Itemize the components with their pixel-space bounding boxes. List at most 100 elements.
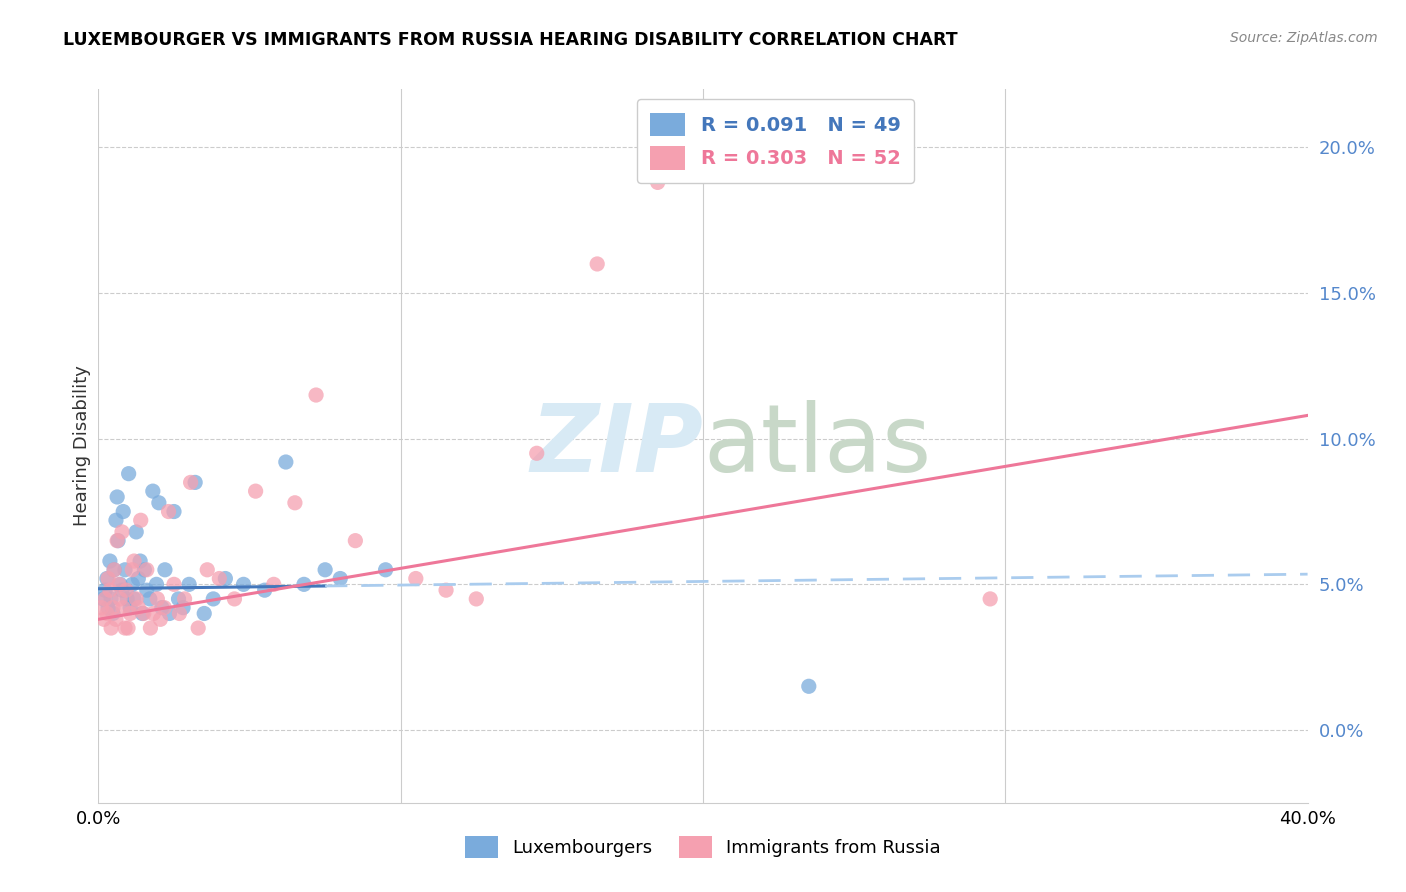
Point [114,621,136,635]
Point [108,577,131,591]
Point [115,591,138,606]
Text: LUXEMBOURGER VS IMMIGRANTS FROM RUSSIA HEARING DISABILITY CORRELATION CHART: LUXEMBOURGER VS IMMIGRANTS FROM RUSSIA H… [63,31,957,49]
Point [150,600,173,615]
Point [797,679,820,693]
Point [159,607,181,621]
Point [208,572,231,586]
Point [146,591,169,606]
Point [169,607,191,621]
Point [97,600,120,615]
Point [122,591,145,606]
Point [125,524,148,539]
Point [142,607,165,621]
Point [93,612,115,626]
Point [263,577,285,591]
Point [187,621,209,635]
Point [167,591,190,606]
Point [103,563,125,577]
Point [104,612,127,626]
Point [305,388,328,402]
Point [117,621,139,635]
Point [94,591,117,606]
Point [132,607,155,621]
Point [292,577,315,591]
Point [115,583,138,598]
Point [139,621,162,635]
Text: atlas: atlas [703,400,931,492]
Point [153,563,176,577]
Point [214,572,236,586]
Point [224,591,246,606]
Y-axis label: Hearing Disability: Hearing Disability [73,366,91,526]
Point [120,607,142,621]
Point [104,513,127,527]
Point [111,583,134,598]
Point [127,572,149,586]
Point [142,484,165,499]
Point [647,175,669,189]
Point [98,583,121,598]
Point [114,563,136,577]
Point [105,490,128,504]
Legend: Luxembourgers, Immigrants from Russia: Luxembourgers, Immigrants from Russia [458,829,948,865]
Point [131,607,153,621]
Point [344,533,367,548]
Point [163,577,186,591]
Point [148,496,170,510]
Point [129,554,152,568]
Point [329,572,352,586]
Point [149,612,172,626]
Point [284,496,307,510]
Point [96,572,118,586]
Point [135,583,157,598]
Point [139,591,162,606]
Point [105,533,128,548]
Point [253,583,276,598]
Point [101,607,124,621]
Point [163,504,186,518]
Point [122,554,145,568]
Point [135,563,157,577]
Point [193,607,215,621]
Point [157,504,180,518]
Text: Source: ZipAtlas.com: Source: ZipAtlas.com [1230,31,1378,45]
Point [108,577,131,591]
Point [100,621,122,635]
Point [202,591,225,606]
Point [107,533,129,548]
Point [112,600,135,615]
Point [374,563,396,577]
Point [184,475,207,490]
Point [125,591,148,606]
Point [118,467,141,481]
Point [465,591,488,606]
Point [180,475,202,490]
Point [274,455,297,469]
Point [173,591,195,606]
Point [121,577,143,591]
Text: ZIP: ZIP [530,400,703,492]
Point [90,600,112,615]
Point [108,591,131,606]
Point [586,257,609,271]
Point [129,513,152,527]
Point [127,600,149,615]
Point [112,504,135,518]
Point [179,577,201,591]
Point [111,524,134,539]
Point [100,591,122,606]
Point [172,600,194,615]
Point [94,583,117,598]
Point [91,591,114,606]
Point [405,572,427,586]
Point [134,563,156,577]
Point [232,577,254,591]
Point [96,607,118,621]
Point [121,563,143,577]
Point [434,583,457,598]
Point [120,600,142,615]
Point [526,446,548,460]
Point [97,572,120,586]
Point [245,484,267,499]
Point [314,563,336,577]
